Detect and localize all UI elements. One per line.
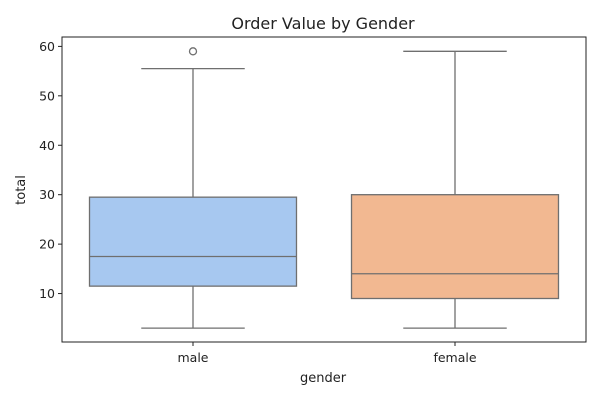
box-female bbox=[350, 194, 560, 300]
chart-title: Order Value by Gender bbox=[231, 14, 415, 33]
y-axis-label: total bbox=[14, 175, 29, 205]
x-tick-label-male: male bbox=[178, 350, 209, 365]
plot-frame bbox=[61, 36, 587, 343]
plot-elements bbox=[88, 47, 560, 329]
y-tick-label-30: 30 bbox=[39, 187, 55, 202]
x-axis: male female bbox=[178, 342, 477, 365]
box-group-female bbox=[350, 50, 560, 329]
y-tick-label-40: 40 bbox=[39, 138, 55, 153]
box-male bbox=[88, 196, 298, 287]
y-axis: 10 20 30 40 50 60 bbox=[39, 39, 62, 301]
y-tick-label-20: 20 bbox=[39, 237, 55, 252]
outlier-point-male bbox=[188, 47, 198, 56]
x-tick-label-female: female bbox=[433, 350, 476, 365]
y-tick-label-60: 60 bbox=[39, 39, 55, 54]
y-tick-label-50: 50 bbox=[39, 88, 55, 103]
x-axis-label: gender bbox=[300, 371, 347, 386]
box-group-male bbox=[88, 47, 298, 329]
y-tick-label-10: 10 bbox=[39, 286, 55, 301]
